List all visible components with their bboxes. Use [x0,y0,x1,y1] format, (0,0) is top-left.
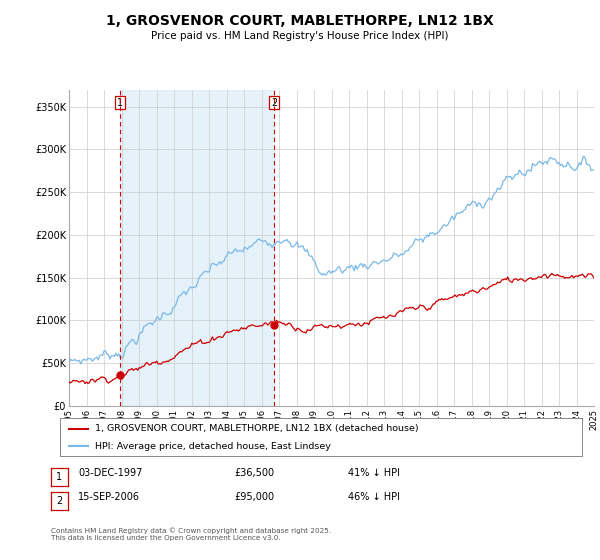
Text: 1: 1 [56,472,62,482]
Text: £95,000: £95,000 [234,492,274,502]
Text: 2: 2 [271,97,277,108]
Text: 1, GROSVENOR COURT, MABLETHORPE, LN12 1BX (detached house): 1, GROSVENOR COURT, MABLETHORPE, LN12 1B… [95,424,419,433]
Text: 1, GROSVENOR COURT, MABLETHORPE, LN12 1BX: 1, GROSVENOR COURT, MABLETHORPE, LN12 1B… [106,14,494,28]
Text: 03-DEC-1997: 03-DEC-1997 [78,468,142,478]
Text: HPI: Average price, detached house, East Lindsey: HPI: Average price, detached house, East… [95,442,331,451]
Text: 1: 1 [117,97,123,108]
Text: Contains HM Land Registry data © Crown copyright and database right 2025.
This d: Contains HM Land Registry data © Crown c… [51,528,331,541]
Text: 2: 2 [56,496,62,506]
Text: Price paid vs. HM Land Registry's House Price Index (HPI): Price paid vs. HM Land Registry's House … [151,31,449,41]
Text: 41% ↓ HPI: 41% ↓ HPI [348,468,400,478]
Bar [120,90,274,406]
Text: 46% ↓ HPI: 46% ↓ HPI [348,492,400,502]
Text: 15-SEP-2006: 15-SEP-2006 [78,492,140,502]
Text: £36,500: £36,500 [234,468,274,478]
